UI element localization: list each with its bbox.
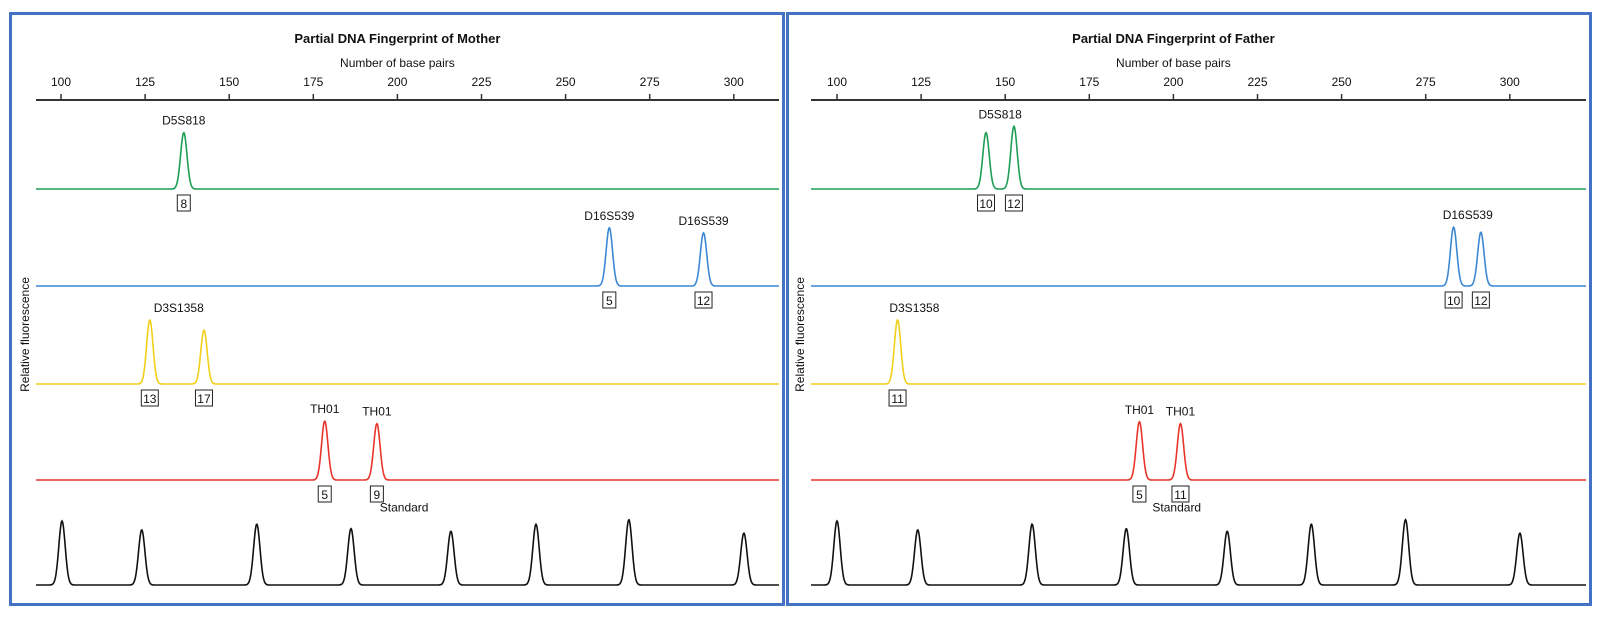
locus-label: TH01 (1125, 403, 1155, 417)
locus-label: D16S539 (584, 209, 634, 223)
x-tick-label: 175 (1079, 75, 1099, 89)
y-axis-label: Relative fluorescence (793, 277, 807, 392)
trace-2: D3S1358 11 (811, 301, 1586, 407)
x-tick-label: 150 (995, 75, 1015, 89)
allele-box (694, 291, 713, 309)
x-tick-label: 175 (303, 75, 323, 89)
chart-title: Partial DNA Fingerprint of Father (1072, 31, 1274, 46)
trace-line (36, 420, 779, 481)
x-tick-label: 250 (1332, 75, 1352, 89)
x-tick-label: 125 (911, 75, 931, 89)
x-tick-label: 200 (1163, 75, 1183, 89)
trace-line (36, 319, 779, 385)
x-axis-label: Number of base pairs (340, 56, 455, 70)
x-tick-label: 125 (135, 75, 155, 89)
allele-label: 9 (374, 488, 381, 502)
allele-label: 11 (891, 392, 904, 406)
x-tick-label: 275 (640, 75, 660, 89)
trace-0: D5S818 8 (36, 114, 779, 212)
locus-label: D16S539 (1443, 208, 1493, 222)
x-tick-label: 300 (724, 75, 744, 89)
allele-label: 8 (180, 197, 187, 211)
allele-label: 17 (197, 392, 211, 406)
trace-0: D5S818 10 12 (811, 107, 1586, 212)
trace-3: TH01 TH01 5 9 (36, 402, 779, 503)
father-chart-panel: Partial DNA Fingerprint of Father Number … (786, 12, 1592, 606)
locus-label: D3S1358 (889, 301, 939, 315)
allele-box (317, 485, 332, 503)
locus-label: Standard (380, 501, 429, 515)
chart-svg: Partial DNA Fingerprint of Mother Number … (18, 31, 779, 586)
allele-box (1444, 291, 1463, 309)
trace-3: TH01 TH01 5 11 (811, 403, 1586, 503)
allele-box (1132, 485, 1147, 503)
trace-line (811, 124, 1586, 190)
allele-box (194, 389, 213, 407)
locus-label: TH01 (362, 405, 392, 419)
mother-chart-panel: Partial DNA Fingerprint of Mother Number … (9, 12, 785, 606)
locus-label: D16S539 (679, 214, 729, 228)
x-tick-label: 275 (1416, 75, 1436, 89)
allele-box (140, 389, 159, 407)
x-tick-label: 225 (1247, 75, 1267, 89)
allele-label: 12 (697, 294, 711, 308)
allele-box (602, 291, 617, 309)
allele-box (369, 485, 384, 503)
trace-line (811, 226, 1586, 287)
locus-label: D5S818 (162, 114, 206, 128)
allele-label: 10 (1447, 294, 1461, 308)
allele-box (1471, 291, 1490, 309)
allele-box (1171, 485, 1190, 503)
allele-label: 10 (979, 197, 993, 211)
allele-label: 5 (321, 488, 328, 502)
locus-label: TH01 (1166, 405, 1196, 419)
x-tick-label: 100 (51, 75, 71, 89)
allele-box (888, 389, 907, 407)
x-axis-label: Number of base pairs (1116, 56, 1231, 70)
x-tick-label: 250 (556, 75, 576, 89)
locus-label: D5S818 (978, 107, 1022, 121)
trace-1: D16S539 10 12 (811, 208, 1586, 309)
x-tick-label: 200 (387, 75, 407, 89)
trace-line (811, 420, 1586, 481)
x-tick-label: 300 (1500, 75, 1520, 89)
chart-title: Partial DNA Fingerprint of Mother (294, 31, 500, 46)
allele-label: 11 (1174, 488, 1187, 502)
trace-4: Standard (36, 501, 779, 586)
trace-line (811, 318, 1586, 385)
allele-box (977, 194, 996, 212)
x-tick-label: 225 (471, 75, 491, 89)
allele-label: 13 (143, 392, 157, 406)
allele-label: 5 (1136, 488, 1143, 502)
y-axis-label: Relative fluorescence (18, 277, 32, 392)
allele-label: 12 (1007, 197, 1021, 211)
trace-line (36, 131, 779, 190)
allele-box (1004, 194, 1023, 212)
locus-label: Standard (1152, 501, 1201, 515)
trace-2: D3S1358 13 17 (36, 301, 779, 407)
allele-box (176, 194, 191, 212)
locus-label: D3S1358 (154, 301, 204, 315)
trace-line (811, 518, 1586, 586)
trace-1: D16S539 D16S539 5 12 (36, 209, 779, 309)
trace-4: Standard (811, 501, 1586, 586)
allele-label: 12 (1474, 294, 1488, 308)
chart-svg: Partial DNA Fingerprint of Father Number … (793, 31, 1586, 586)
trace-line (36, 226, 779, 287)
x-tick-label: 150 (219, 75, 239, 89)
x-tick-label: 100 (827, 75, 847, 89)
locus-label: TH01 (310, 402, 340, 416)
trace-line (36, 518, 779, 586)
allele-label: 5 (606, 294, 613, 308)
